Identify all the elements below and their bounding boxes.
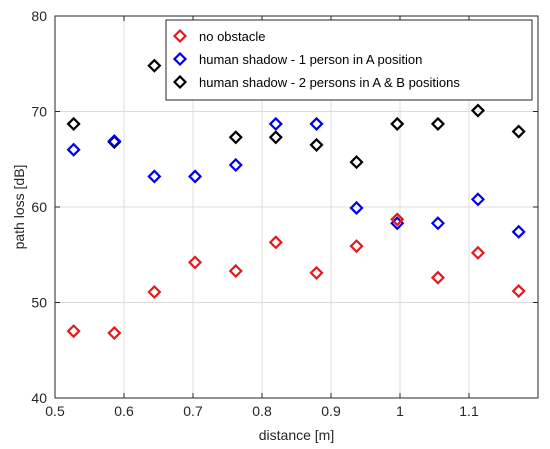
data-point (349, 239, 364, 254)
data-point (228, 263, 243, 279)
x-tick-label: 0.7 (183, 403, 203, 419)
x-tick-label: 0.6 (114, 403, 134, 419)
data-point (188, 255, 203, 270)
legend-box (165, 19, 533, 101)
series-markers (66, 58, 526, 341)
data-point (511, 224, 526, 239)
x-tick-label: 1 (396, 403, 404, 419)
data-point (470, 192, 486, 207)
y-tick-label: 60 (31, 199, 47, 215)
data-point (268, 116, 283, 131)
data-point (268, 130, 283, 145)
legend-label: human shadow - 1 person in A position (199, 52, 422, 67)
data-point (430, 216, 446, 231)
data-point (349, 200, 364, 216)
data-point (66, 324, 81, 339)
data-point (309, 137, 324, 152)
legend-marker (172, 74, 188, 90)
x-tick-label: 1.1 (459, 403, 479, 419)
data-point (430, 270, 446, 285)
data-point (147, 58, 162, 73)
data-point (147, 284, 162, 300)
data-point (430, 116, 446, 131)
data-point (66, 116, 81, 131)
x-tick-label: 0.8 (252, 403, 272, 419)
data-point (309, 116, 324, 131)
data-point (268, 235, 283, 250)
legend-marker (172, 28, 188, 44)
legend: no obstacle human shadow - 1 person in A … (165, 19, 533, 101)
series-1-points (66, 116, 526, 239)
data-point (107, 134, 122, 149)
x-axis-label: distance [m] (259, 427, 334, 443)
data-point (107, 326, 122, 341)
y-tick-label: 50 (31, 295, 47, 311)
series-0-points (66, 212, 526, 341)
data-point (390, 116, 405, 131)
x-tick-label: 0.5 (45, 403, 65, 419)
data-point (511, 283, 526, 299)
y-axis-label: path loss [dB] (11, 165, 27, 250)
y-tick-label: 80 (31, 8, 47, 24)
data-point (228, 130, 243, 145)
data-point (511, 124, 526, 139)
data-point (309, 265, 324, 280)
legend-marker (172, 51, 188, 67)
data-point (470, 103, 486, 118)
data-point (66, 142, 81, 157)
x-tick-label: 0.9 (321, 403, 341, 419)
y-tick-label: 40 (31, 390, 47, 406)
data-point (188, 169, 203, 184)
data-point (390, 212, 405, 227)
data-point (349, 155, 364, 170)
legend-label: no obstacle (199, 29, 266, 44)
data-point (470, 245, 486, 260)
axis-ticks: 0.5 0.6 0.7 0.8 0.9 1 1.1 40 50 60 70 80 (31, 8, 538, 419)
data-point (147, 169, 162, 184)
legend-label: human shadow - 2 persons in A & B positi… (199, 75, 460, 90)
y-tick-label: 70 (31, 104, 47, 120)
data-point (228, 157, 243, 173)
